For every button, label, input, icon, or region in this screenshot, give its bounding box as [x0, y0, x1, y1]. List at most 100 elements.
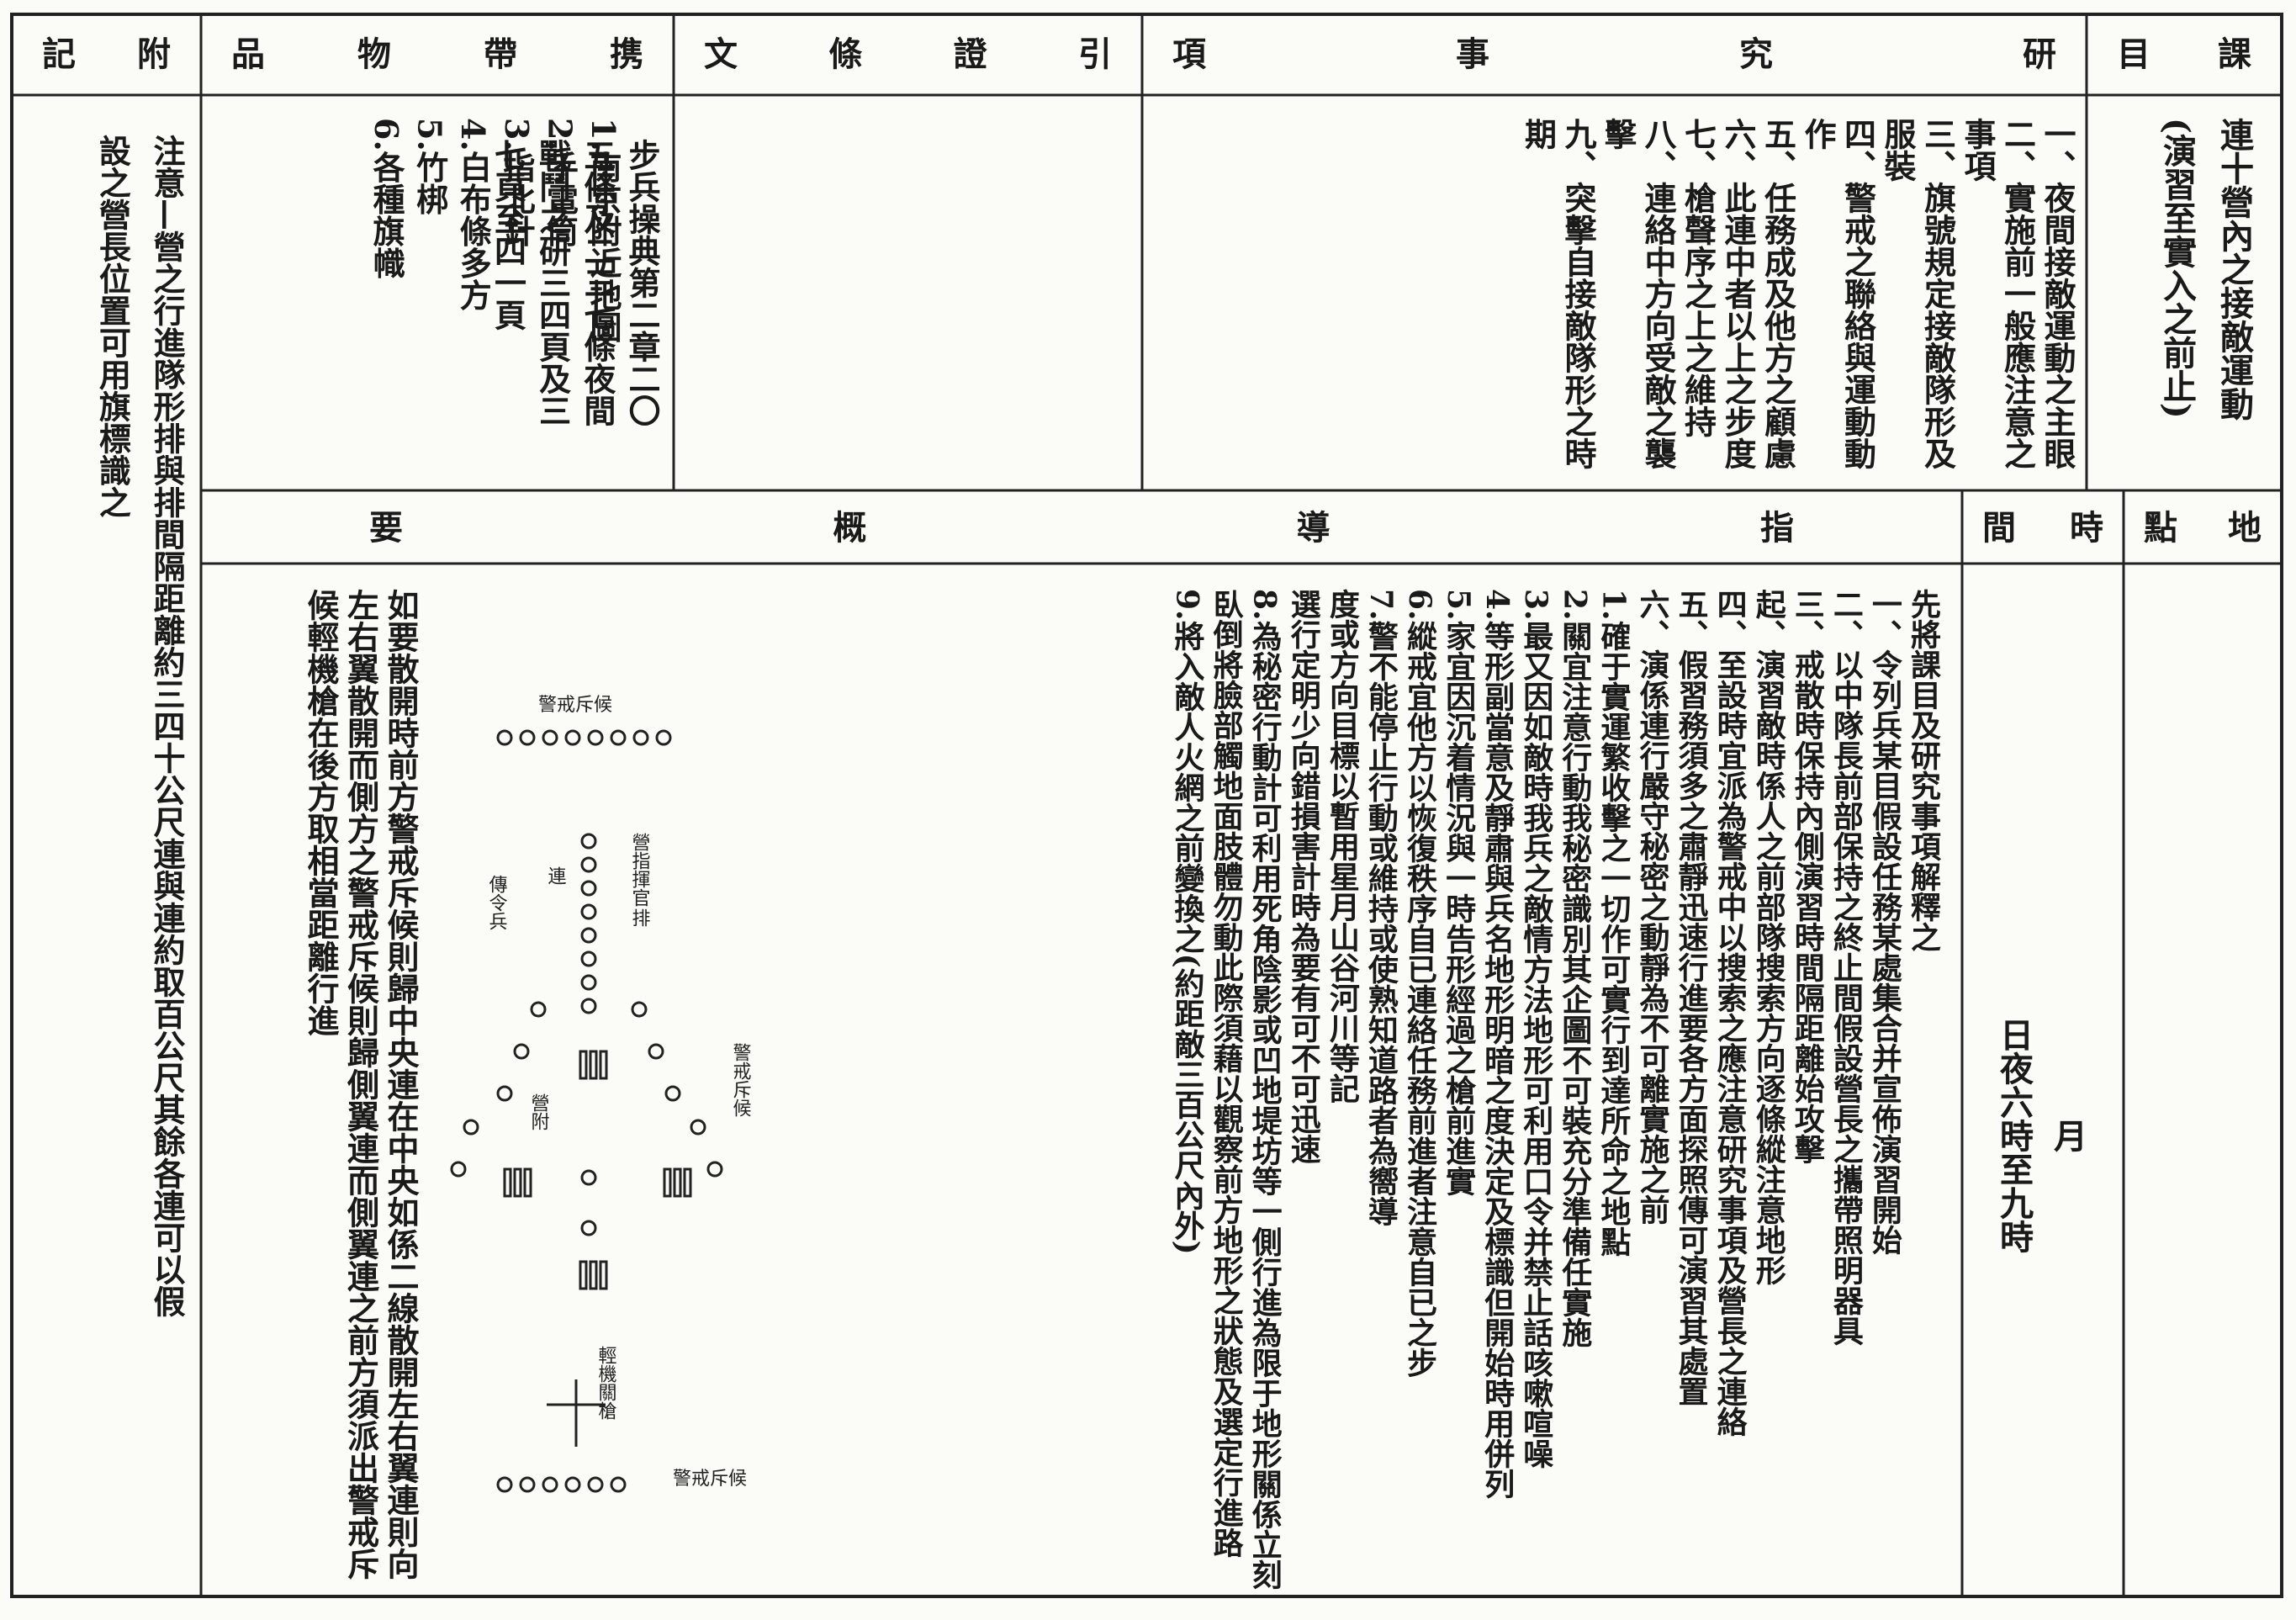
soldier: [496, 729, 513, 746]
guidance-item: 2.關宜注意行動我秘密識別其企圖不可裝充分準備任實施: [1557, 589, 1593, 1347]
diagram-label: 警戒斥候: [730, 1043, 752, 1117]
deploy-note: 如要散開時前方警戒斥候則歸中央連在中央如係二線散開左右翼連則向左右翼散開而側方之…: [302, 589, 420, 1580]
time-line: 日夜六時至九時: [1994, 1018, 2034, 1253]
soldier: [580, 903, 597, 920]
guidance-item: 五、假習務須多之肅靜迅速行進要各方面探照傳可演習其處置: [1673, 589, 1709, 1406]
research-list: 一、夜間接敵運動之主眼 二、實施前一般應注意之事項 三、旗號規定接敵隊形及服裝 四、警…: [1518, 118, 2077, 479]
heading: 引證條文: [704, 34, 1112, 74]
soldier: [519, 1476, 536, 1493]
soldier: [664, 1085, 681, 1102]
soldier: [496, 1476, 513, 1493]
soldier: [580, 998, 597, 1014]
citation-line: 七頁至四一頁: [489, 139, 527, 331]
squad: [599, 1050, 608, 1080]
soldier: [580, 927, 597, 944]
soldier: [463, 1119, 479, 1136]
soldier: [648, 1043, 664, 1060]
guidance-item: 三、戒散時保持內側演習時間隔距離始攻擊: [1789, 589, 1825, 1164]
soldier: [530, 1001, 547, 1018]
research-item: 六、此連中者以上之步度: [1719, 118, 1757, 469]
guidance-item: 7.警不能停止行動或維持或使熟知道路者為嚮導: [1362, 589, 1399, 1226]
squad: [523, 1167, 532, 1198]
soldier: [580, 856, 597, 873]
remark-line: 設之營長位置可用旗標識之: [93, 135, 132, 518]
citations: 步兵操典第二章二〇 五條及二三七條夜間 戰鬥之研三四頁及三 七頁至四一頁: [485, 139, 664, 475]
soldier: [587, 729, 604, 746]
soldier: [580, 1169, 597, 1186]
subject-line: (演習至實入之前止): [2157, 118, 2197, 419]
squad: [673, 1167, 682, 1198]
soldier: [580, 950, 597, 967]
heading: 地點: [2144, 508, 2262, 548]
diagram-label: 排: [629, 908, 651, 927]
squad: [579, 1260, 588, 1290]
squad: [513, 1167, 522, 1198]
soldier: [690, 1119, 706, 1136]
research-item: 四、警戒之聯絡與運動動作: [1799, 118, 1877, 469]
guidance-item: 5.家宜因沉着情況與一時告形經過之槍前進實: [1441, 589, 1477, 1196]
soldier: [580, 880, 597, 897]
soldier: [580, 1220, 597, 1236]
citation-line: 戰鬥之研三四頁及三: [533, 139, 572, 426]
research-item: 五、任務成及他方之顧慮: [1759, 118, 1797, 469]
soldier: [450, 1161, 467, 1178]
soldier: [580, 974, 597, 991]
citation-line: 五條及二三七條夜間: [578, 139, 616, 426]
squad: [589, 1260, 598, 1290]
soldier: [513, 1043, 530, 1060]
guidance-item: 一、令列兵某目假設任務某處集合并宣佈演習開始: [1866, 589, 1902, 1255]
soldier: [564, 1476, 581, 1493]
heading: 携帶物品: [231, 34, 643, 74]
carried-item: 3.指北針: [497, 118, 536, 247]
time-line: 月: [2048, 1119, 2087, 1152]
research-item: 一、夜間接敵運動之主眼: [2039, 118, 2076, 469]
soldier: [564, 729, 581, 746]
squad: [503, 1167, 512, 1198]
citation-line: 步兵操典第二章二〇: [623, 139, 661, 426]
remark-line: 注意—營之行進隊形排與排間隔距離約三四十公尺連與連約取百公尺其餘各連可以假: [148, 135, 186, 1317]
squad: [579, 1050, 588, 1080]
subject: 連十營內之接敵運動 (演習至實入之前止): [2148, 118, 2262, 479]
diagram-label: 營指揮官: [629, 833, 651, 907]
guidance-item: 6.縱戒宜他方以恢復秩序自已連絡任務前進者注意自已之步: [1401, 589, 1437, 1378]
guidance-item: 9.將入敵人火網之前變換之(約距敵三百公尺內外): [1169, 589, 1205, 1255]
outer-border: [10, 13, 2283, 1598]
guidance-item: 二、以中隊長前部保持之終止間假設營長之攜帶照明器具: [1828, 589, 1864, 1346]
diagram-label: 傳令兵: [486, 875, 508, 930]
research-item: 三、旗號規定接敵隊形及服裝: [1879, 118, 1957, 469]
diagram-label: 輕機關槍: [595, 1346, 617, 1420]
research-item: 九、突擊自接敵隊形之時期: [1519, 118, 1598, 469]
heading: 研究事項: [1172, 34, 2056, 74]
soldier: [496, 1085, 513, 1102]
heading: 附記: [42, 34, 171, 74]
soldier: [587, 1476, 604, 1493]
squad: [589, 1050, 598, 1080]
soldier: [610, 729, 627, 746]
soldier: [655, 729, 672, 746]
heading: 時間: [1982, 508, 2103, 548]
heading: 指導概要: [369, 508, 1794, 548]
research-item: 八、連絡中方向受敵之襲擊: [1599, 118, 1678, 469]
soldier: [542, 729, 558, 746]
soldier: [632, 729, 649, 746]
diagram-label: 警戒斥候: [673, 1469, 747, 1490]
diagram-label: 連: [545, 866, 567, 885]
squad: [663, 1167, 672, 1198]
guidance-item: 3.最又因如敵時我兵之敵情方法地形可利用口令并禁止話咳嗽喧噪: [1518, 589, 1554, 1469]
guidance-item: 起、演習敵時係人之前部隊搜索方向逐條縱注意地形: [1750, 589, 1786, 1285]
research-item: 七、槍聲序之上之維持: [1679, 118, 1717, 437]
guidance-item: 四、至設時宜派為警戒中以搜索之應注意研究事項及營長之連絡: [1711, 589, 1748, 1437]
time: 月日夜六時至九時: [1987, 715, 2094, 1556]
research-item: 二、實施前一般應注意之事項: [1959, 118, 2037, 469]
remarks: 注意—營之行進隊形排與排間隔距離約三四十公尺連與連約取百公尺其餘各連可以假 設之營…: [85, 135, 193, 1581]
guidance-item: 1.確于實運繁收擊之一切作可實行到達所命之地點: [1595, 589, 1632, 1257]
guidance-item: 選行定明少向錯損害計時為要有可不可迅速: [1285, 589, 1321, 1164]
carried-item: 5.竹梆: [410, 118, 449, 215]
carried-list: 1.南京附近地圖 2.手電筒 3.指北針 4.白布條多方 5.竹梆 6.各種旗幟: [362, 118, 622, 471]
squad: [599, 1260, 608, 1290]
carried-item: 4.白布條多方: [454, 118, 493, 311]
guidance-item: 六、演係連行嚴守秘密之動靜為不可離實施之前: [1634, 589, 1670, 1225]
